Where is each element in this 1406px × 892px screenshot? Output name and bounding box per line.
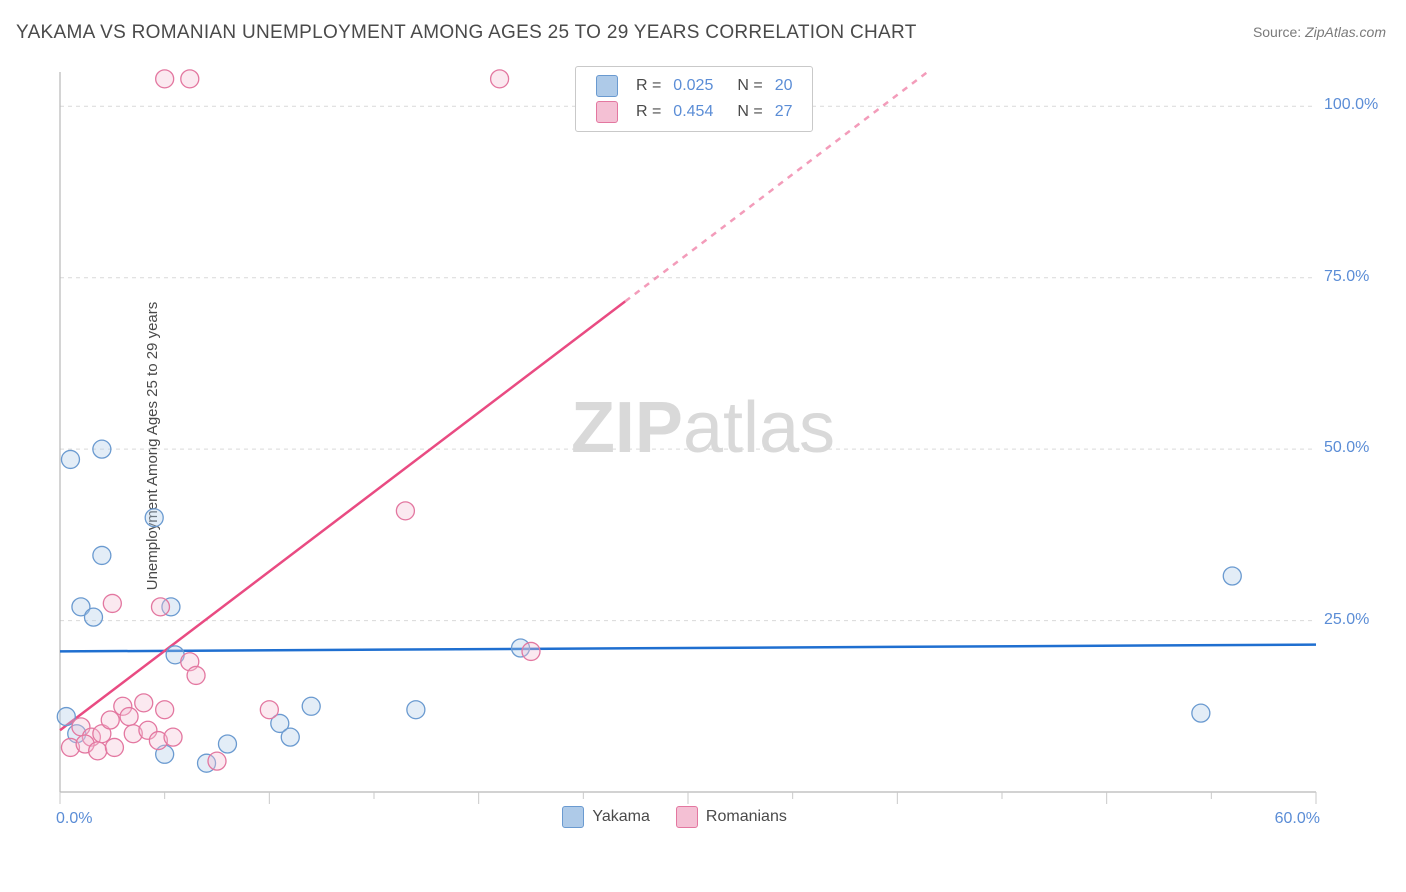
source-label: Source: — [1253, 24, 1301, 40]
plot-svg — [50, 62, 1386, 822]
legend-label: Yakama — [592, 808, 650, 826]
legend-swatch — [676, 806, 698, 828]
legend-item: Yakama — [562, 806, 650, 828]
source-value: ZipAtlas.com — [1305, 24, 1386, 40]
y-tick-label: 50.0% — [1324, 439, 1369, 457]
x-tick-label: 0.0% — [56, 810, 92, 828]
y-tick-label: 100.0% — [1324, 96, 1378, 114]
chart-title: YAKAMA VS ROMANIAN UNEMPLOYMENT AMONG AG… — [16, 22, 917, 44]
legend-r-value: 0.454 — [667, 99, 719, 125]
x-tick-label: 60.0% — [1275, 810, 1320, 828]
legend-n-label: N = — [719, 73, 768, 99]
legend-r-label: R = — [630, 99, 667, 125]
legend-n-value: 20 — [769, 73, 799, 99]
legend-r-label: R = — [630, 73, 667, 99]
legend-n-value: 27 — [769, 99, 799, 125]
legend-swatch — [562, 806, 584, 828]
legend-stats: R =0.025N =20 R =0.454N =27 — [575, 66, 814, 132]
source-credit: Source: ZipAtlas.com — [1253, 24, 1386, 40]
legend-label: Romanians — [706, 808, 787, 826]
y-tick-label: 75.0% — [1324, 268, 1369, 286]
legend-series: Yakama Romanians — [562, 806, 786, 828]
y-tick-label: 25.0% — [1324, 611, 1369, 629]
legend-item: Romanians — [676, 806, 787, 828]
legend-r-value: 0.025 — [667, 73, 719, 99]
legend-n-label: N = — [719, 99, 768, 125]
plot-area — [50, 62, 1386, 822]
chart-container: YAKAMA VS ROMANIAN UNEMPLOYMENT AMONG AG… — [0, 0, 1406, 892]
